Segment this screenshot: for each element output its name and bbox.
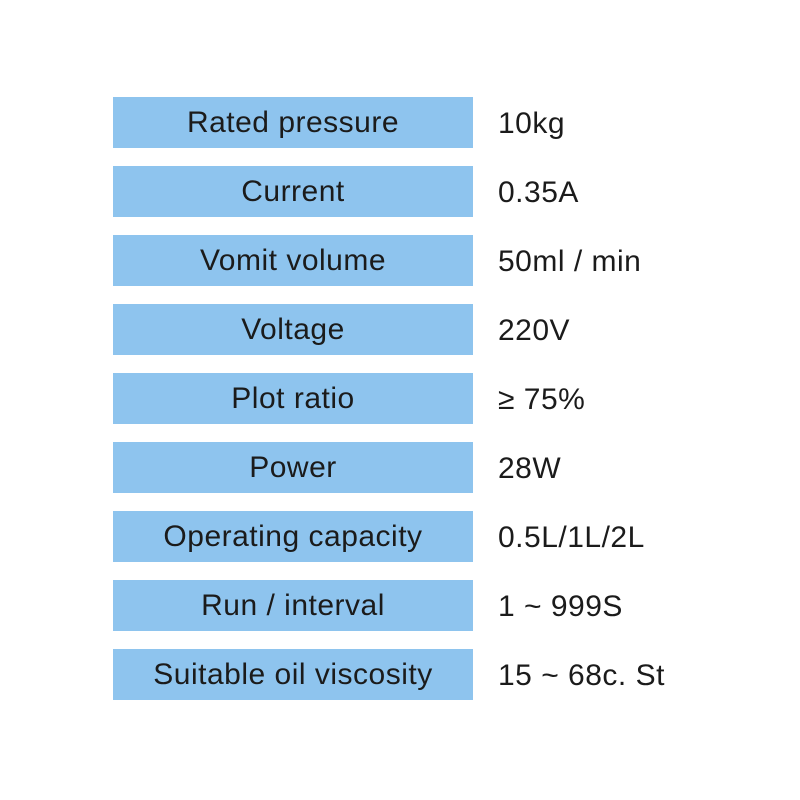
spec-row: Operating capacity 0.5L/1L/2L bbox=[113, 511, 665, 562]
spec-label: Vomit volume bbox=[113, 235, 473, 286]
spec-row: Current 0.35A bbox=[113, 166, 665, 217]
spec-value: 0.35A bbox=[498, 176, 579, 209]
spec-row: Vomit volume 50ml / min bbox=[113, 235, 665, 286]
spec-label: Operating capacity bbox=[113, 511, 473, 562]
spec-label: Plot ratio bbox=[113, 373, 473, 424]
spec-table: Rated pressure 10kg Current 0.35A Vomit … bbox=[113, 97, 665, 700]
spec-row: Voltage 220V bbox=[113, 304, 665, 355]
spec-value: ≥ 75% bbox=[498, 383, 586, 416]
spec-value: 1 ~ 999S bbox=[498, 590, 623, 623]
spec-row: Power 28W bbox=[113, 442, 665, 493]
spec-row: Rated pressure 10kg bbox=[113, 97, 665, 148]
spec-label: Current bbox=[113, 166, 473, 217]
spec-value: 15 ~ 68c. St bbox=[498, 659, 665, 692]
spec-row: Plot ratio ≥ 75% bbox=[113, 373, 665, 424]
spec-value: 220V bbox=[498, 314, 571, 347]
spec-label: Rated pressure bbox=[113, 97, 473, 148]
spec-value: 28W bbox=[498, 452, 562, 485]
spec-label: Voltage bbox=[113, 304, 473, 355]
spec-value: 10kg bbox=[498, 107, 566, 140]
spec-label: Run / interval bbox=[113, 580, 473, 631]
spec-row: Suitable oil viscosity 15 ~ 68c. St bbox=[113, 649, 665, 700]
spec-label: Power bbox=[113, 442, 473, 493]
spec-row: Run / interval 1 ~ 999S bbox=[113, 580, 665, 631]
spec-label: Suitable oil viscosity bbox=[113, 649, 473, 700]
spec-value: 50ml / min bbox=[498, 245, 642, 278]
spec-value: 0.5L/1L/2L bbox=[498, 521, 645, 554]
